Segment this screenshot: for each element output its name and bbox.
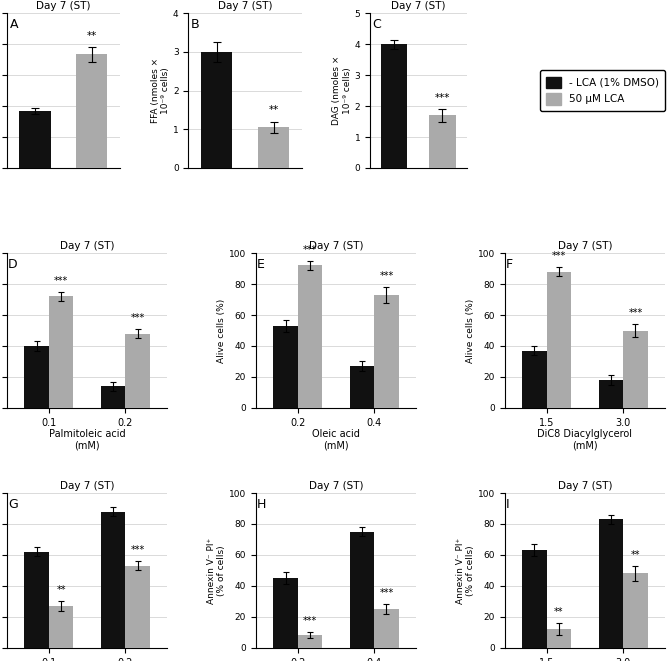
Text: ***: *** xyxy=(380,271,394,281)
Bar xyxy=(349,366,374,408)
Bar xyxy=(125,566,150,648)
Bar xyxy=(623,574,648,648)
Legend: - LCA (1% DMSO), 50 μM LCA: - LCA (1% DMSO), 50 μM LCA xyxy=(540,71,665,111)
Title: Day 7 (ST): Day 7 (ST) xyxy=(308,481,364,491)
Title: Day 7 (ST): Day 7 (ST) xyxy=(391,1,446,11)
Text: **: ** xyxy=(87,31,97,41)
Text: D: D xyxy=(8,258,18,271)
Bar xyxy=(125,334,150,408)
Y-axis label: Annexin V⁻ PI⁺
(% of cells): Annexin V⁻ PI⁺ (% of cells) xyxy=(206,537,226,603)
Bar xyxy=(381,44,407,168)
Bar xyxy=(623,330,648,408)
Y-axis label: DAG (nmoles ×
10⁻⁹ cells): DAG (nmoles × 10⁻⁹ cells) xyxy=(333,56,352,126)
Text: F: F xyxy=(506,258,513,271)
Bar xyxy=(274,326,298,408)
Text: G: G xyxy=(8,498,18,511)
Bar xyxy=(599,520,623,648)
Title: Day 7 (ST): Day 7 (ST) xyxy=(36,1,91,11)
Y-axis label: Annexin V⁻ PI⁺
(% of cells): Annexin V⁻ PI⁺ (% of cells) xyxy=(456,537,475,603)
Text: **: ** xyxy=(554,607,564,617)
Text: B: B xyxy=(192,18,200,31)
Bar xyxy=(429,116,456,168)
Title: Day 7 (ST): Day 7 (ST) xyxy=(558,241,612,251)
Text: ***: *** xyxy=(130,545,144,555)
X-axis label: Palmitoleic acid
(mM): Palmitoleic acid (mM) xyxy=(48,429,126,451)
Text: **: ** xyxy=(56,585,66,595)
X-axis label: Oleic acid
(mM): Oleic acid (mM) xyxy=(312,429,360,451)
Text: E: E xyxy=(257,258,265,271)
Bar xyxy=(522,350,547,408)
Text: A: A xyxy=(9,18,18,31)
Text: ***: *** xyxy=(552,251,566,261)
Bar xyxy=(19,111,50,168)
Bar xyxy=(298,635,323,648)
Bar xyxy=(49,296,73,408)
Y-axis label: FFA (nmoles ×
10⁻⁹ cells): FFA (nmoles × 10⁻⁹ cells) xyxy=(151,58,170,123)
Text: I: I xyxy=(506,498,510,511)
Text: ***: *** xyxy=(628,308,642,318)
Bar xyxy=(101,512,125,648)
Title: Day 7 (ST): Day 7 (ST) xyxy=(558,481,612,491)
Text: ***: *** xyxy=(303,616,317,626)
Bar xyxy=(49,606,73,648)
Title: Day 7 (ST): Day 7 (ST) xyxy=(308,241,364,251)
Bar xyxy=(274,578,298,648)
Y-axis label: Alive cells (%): Alive cells (%) xyxy=(466,298,475,363)
Y-axis label: Alive cells (%): Alive cells (%) xyxy=(217,298,226,363)
Text: **: ** xyxy=(631,549,640,560)
Bar xyxy=(349,531,374,648)
Bar xyxy=(24,346,49,408)
Bar xyxy=(547,629,571,648)
Text: ***: *** xyxy=(303,245,317,254)
Title: Day 7 (ST): Day 7 (ST) xyxy=(218,1,272,11)
Bar xyxy=(201,52,233,168)
Bar xyxy=(522,550,547,648)
Title: Day 7 (ST): Day 7 (ST) xyxy=(60,241,114,251)
Bar xyxy=(374,295,398,408)
Bar xyxy=(298,266,323,408)
Text: **: ** xyxy=(268,105,279,116)
Bar xyxy=(76,54,108,168)
Bar xyxy=(24,552,49,648)
Text: C: C xyxy=(372,18,381,31)
Bar xyxy=(258,128,289,168)
Text: ***: *** xyxy=(130,313,144,323)
Text: H: H xyxy=(257,498,267,511)
Bar xyxy=(101,386,125,408)
Bar xyxy=(374,609,398,648)
X-axis label: DiC8 Diacylglycerol
(mM): DiC8 Diacylglycerol (mM) xyxy=(538,429,632,451)
Bar xyxy=(599,380,623,408)
Bar xyxy=(547,272,571,408)
Text: ***: *** xyxy=(54,276,68,286)
Text: ***: *** xyxy=(380,588,394,598)
Text: ***: *** xyxy=(435,93,450,103)
Title: Day 7 (ST): Day 7 (ST) xyxy=(60,481,114,491)
